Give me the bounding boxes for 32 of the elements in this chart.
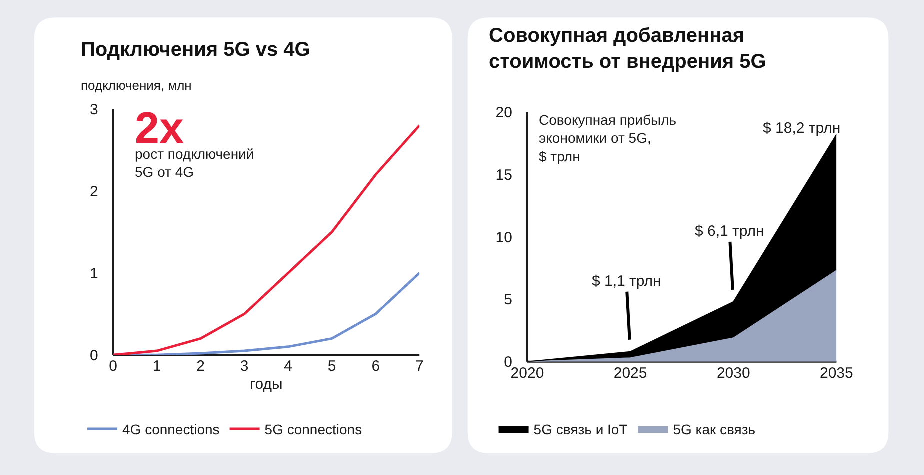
x-tick-label: 1: [152, 358, 162, 376]
chart-title: Совокупная добавленная стоимость от внедрения 5G: [489, 25, 766, 73]
x-tick-label: 2030: [716, 364, 750, 382]
y-tick-label: 3: [90, 101, 98, 118]
legend-label: 5G connections: [264, 421, 362, 438]
chart-title: Подключения 5G vs 4G: [81, 39, 310, 61]
annotation: $ 1,1 трлн: [592, 273, 662, 290]
legend-label: 5G как связь: [673, 421, 756, 438]
y-tick-label: 1: [90, 265, 98, 282]
x-tick-label: 4: [284, 358, 293, 376]
annotation: $ 18,2 трлн: [763, 120, 841, 137]
y-axis-title: Совокупная прибыль экономики от 5G, $ трлн: [539, 112, 677, 164]
x-tick-label: 2025: [614, 364, 648, 382]
annotation: $ 6,1 трлн: [695, 223, 764, 240]
x-tick-label: 5: [328, 358, 336, 376]
x-tick-label: 7: [415, 358, 424, 376]
y-axis-title: подключения, млн: [81, 78, 192, 93]
x-tick-label: 2035: [820, 364, 854, 382]
x-tick-label: 2020: [510, 364, 544, 382]
x-tick-label: 2: [196, 358, 205, 376]
x-tick-label: 0: [109, 358, 118, 376]
y-tick-label: 15: [496, 166, 512, 184]
y-tick-label: 20: [496, 104, 512, 122]
y-tick-label: 0: [90, 347, 98, 364]
legend-label: 4G connections: [122, 421, 220, 438]
legend-label: 5G связь и IoT: [534, 421, 628, 438]
x-axis-title: годы: [250, 376, 283, 394]
x-tick-label: 3: [240, 358, 249, 376]
y-tick-label: 5: [504, 292, 512, 309]
x-tick-label: 6: [372, 358, 380, 376]
y-tick-label: 2: [90, 183, 98, 200]
y-tick-label: 10: [496, 229, 512, 246]
